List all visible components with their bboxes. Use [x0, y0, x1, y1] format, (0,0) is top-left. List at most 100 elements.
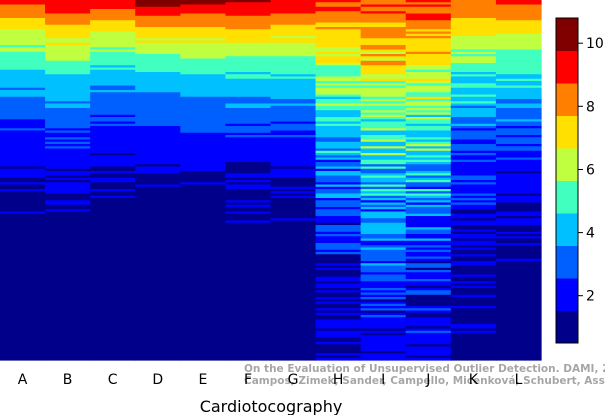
heatmap-cell [315, 65, 362, 69]
heatmap-cell [90, 33, 136, 37]
heatmap-cell [405, 96, 452, 100]
heatmap-cell [135, 213, 181, 217]
heatmap-cell [0, 94, 46, 98]
heatmap-cell [360, 42, 407, 46]
heatmap-cell [135, 2, 181, 6]
heatmap-cell [135, 121, 181, 125]
heatmap-cell [495, 157, 542, 161]
heatmap-cell [405, 108, 452, 111]
heatmap-cell [180, 33, 227, 37]
heatmap-cell [180, 346, 227, 350]
heatmap-cell [270, 130, 317, 134]
heatmap-cell [0, 229, 46, 233]
heatmap-cell [45, 186, 91, 190]
heatmap-cell [0, 272, 46, 276]
heatmap-cell [45, 130, 91, 134]
heatmap-cell [315, 157, 362, 161]
heatmap-cell [270, 326, 317, 330]
heatmap-cell [360, 353, 407, 357]
heatmap-cell [315, 283, 362, 287]
heatmap-cell [450, 240, 497, 244]
heatmap-cell [180, 191, 227, 195]
heatmap-cell [270, 200, 317, 204]
heatmap-cell [405, 15, 452, 19]
heatmap-cell [180, 126, 227, 129]
heatmap-cell [90, 243, 136, 246]
heatmap-cell [135, 45, 181, 48]
heatmap-cell [90, 351, 136, 354]
heatmap-cell [270, 180, 317, 183]
heatmap-cell [90, 24, 136, 28]
heatmap-cell [45, 6, 91, 10]
heatmap-cell [270, 168, 317, 172]
heatmap-cell [270, 231, 317, 235]
heatmap-cell [315, 130, 362, 134]
heatmap-cell [360, 112, 407, 116]
heatmap-cell [90, 101, 136, 105]
heatmap-cell [90, 180, 136, 183]
heatmap-cell [90, 121, 136, 125]
heatmap-cell [180, 60, 227, 64]
colorbar-segment [556, 18, 578, 51]
heatmap-cell [135, 6, 181, 10]
heatmap-cell [405, 173, 452, 177]
heatmap-cell [0, 67, 46, 71]
heatmap-cell [45, 299, 91, 303]
heatmap-cell [225, 301, 272, 305]
heatmap-cell [495, 54, 542, 57]
heatmap-cell [360, 326, 407, 330]
heatmap-cell [45, 33, 91, 37]
heatmap-cell [0, 254, 46, 258]
heatmap-cell [90, 333, 136, 336]
heatmap-cell [450, 290, 497, 294]
heatmap-cell [90, 312, 136, 316]
heatmap-cell [270, 348, 317, 352]
heatmap-cell [90, 270, 136, 273]
heatmap-cell [270, 306, 317, 309]
heatmap-cell [360, 324, 407, 327]
heatmap-cell [225, 78, 272, 82]
heatmap-cell [450, 204, 497, 208]
heatmap-cell [225, 184, 272, 188]
heatmap-cell [495, 171, 542, 174]
heatmap-cell [135, 290, 181, 294]
heatmap-cell [450, 335, 497, 339]
heatmap-cell [405, 195, 452, 199]
heatmap-cell [360, 303, 407, 307]
heatmap-cell [270, 186, 317, 190]
heatmap-cell [45, 312, 91, 316]
heatmap-cell [225, 87, 272, 91]
heatmap-cell [495, 193, 542, 197]
heatmap-cell [270, 276, 317, 280]
heatmap-cell [405, 301, 452, 305]
heatmap-cell [315, 198, 362, 201]
heatmap-cell [495, 189, 542, 192]
heatmap-cell [495, 186, 542, 190]
heatmap-cell [180, 121, 227, 125]
heatmap-cell [270, 171, 317, 174]
heatmap-cell [315, 159, 362, 163]
colorbar-tick-label: 6 [586, 163, 595, 179]
heatmap-cell [405, 180, 452, 183]
heatmap-cell [360, 144, 407, 147]
heatmap-cell [315, 110, 362, 114]
heatmap-cell [450, 110, 497, 114]
heatmap-cell [450, 243, 497, 246]
heatmap-cell [270, 346, 317, 350]
heatmap-cell [450, 274, 497, 278]
heatmap-cell [315, 256, 362, 260]
heatmap-cell [315, 319, 362, 323]
heatmap-cell [360, 290, 407, 294]
heatmap-cell [0, 319, 46, 323]
heatmap-cell [180, 317, 227, 321]
heatmap-cell [360, 337, 407, 341]
heatmap-cell [45, 29, 91, 33]
heatmap-cell [135, 294, 181, 298]
heatmap-cell [0, 155, 46, 159]
heatmap-cell [450, 9, 497, 12]
heatmap-cell [135, 351, 181, 354]
x-tick-label: F [244, 372, 252, 388]
heatmap-cell [315, 56, 362, 60]
heatmap-cell [360, 171, 407, 174]
heatmap-cell [495, 337, 542, 341]
